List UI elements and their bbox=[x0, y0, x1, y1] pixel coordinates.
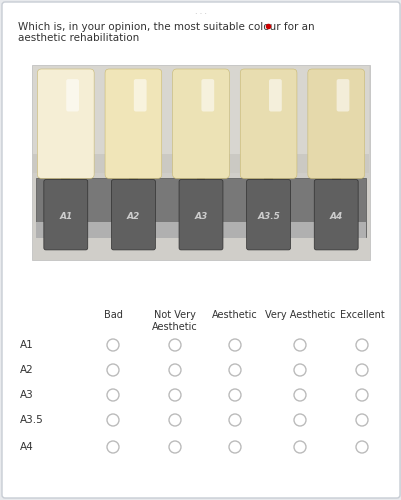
FancyBboxPatch shape bbox=[105, 69, 161, 178]
FancyBboxPatch shape bbox=[246, 180, 290, 250]
Text: A2: A2 bbox=[126, 212, 140, 220]
Bar bbox=[61, 174, 70, 182]
Bar bbox=[33, 66, 368, 154]
Bar bbox=[129, 174, 138, 182]
Bar bbox=[36, 178, 365, 236]
Bar bbox=[33, 66, 368, 174]
Text: Bad: Bad bbox=[103, 310, 122, 320]
FancyBboxPatch shape bbox=[240, 69, 296, 178]
Text: Not Very
Aesthetic: Not Very Aesthetic bbox=[152, 310, 197, 332]
Text: A3: A3 bbox=[194, 212, 207, 220]
FancyBboxPatch shape bbox=[111, 180, 155, 250]
FancyBboxPatch shape bbox=[201, 79, 214, 112]
FancyBboxPatch shape bbox=[314, 180, 357, 250]
FancyBboxPatch shape bbox=[336, 79, 348, 112]
Text: A3.5: A3.5 bbox=[257, 212, 279, 220]
Text: Very Aesthetic: Very Aesthetic bbox=[264, 310, 334, 320]
FancyBboxPatch shape bbox=[178, 180, 223, 250]
Text: Which is, in your opinion, the most suitable colour for an: Which is, in your opinion, the most suit… bbox=[18, 22, 314, 32]
Text: A4: A4 bbox=[20, 442, 34, 452]
Text: aesthetic rehabilitation: aesthetic rehabilitation bbox=[18, 33, 139, 43]
Text: A3.5: A3.5 bbox=[20, 415, 44, 425]
Text: Aesthetic: Aesthetic bbox=[212, 310, 257, 320]
FancyBboxPatch shape bbox=[268, 79, 281, 112]
FancyBboxPatch shape bbox=[172, 69, 229, 178]
Text: · · ·: · · · bbox=[194, 10, 207, 19]
Text: A2: A2 bbox=[20, 365, 34, 375]
FancyBboxPatch shape bbox=[134, 79, 146, 112]
Bar bbox=[331, 174, 340, 182]
FancyBboxPatch shape bbox=[44, 180, 87, 250]
Text: A1: A1 bbox=[59, 212, 72, 220]
Bar bbox=[263, 174, 272, 182]
FancyBboxPatch shape bbox=[66, 79, 79, 112]
Bar bbox=[36, 222, 365, 238]
Text: A4: A4 bbox=[329, 212, 342, 220]
Bar bbox=[196, 174, 205, 182]
Text: A1: A1 bbox=[20, 340, 34, 350]
Text: Excellent: Excellent bbox=[339, 310, 383, 320]
Bar bbox=[32, 65, 369, 260]
FancyBboxPatch shape bbox=[37, 69, 94, 178]
Text: A3: A3 bbox=[20, 390, 34, 400]
FancyBboxPatch shape bbox=[307, 69, 364, 178]
